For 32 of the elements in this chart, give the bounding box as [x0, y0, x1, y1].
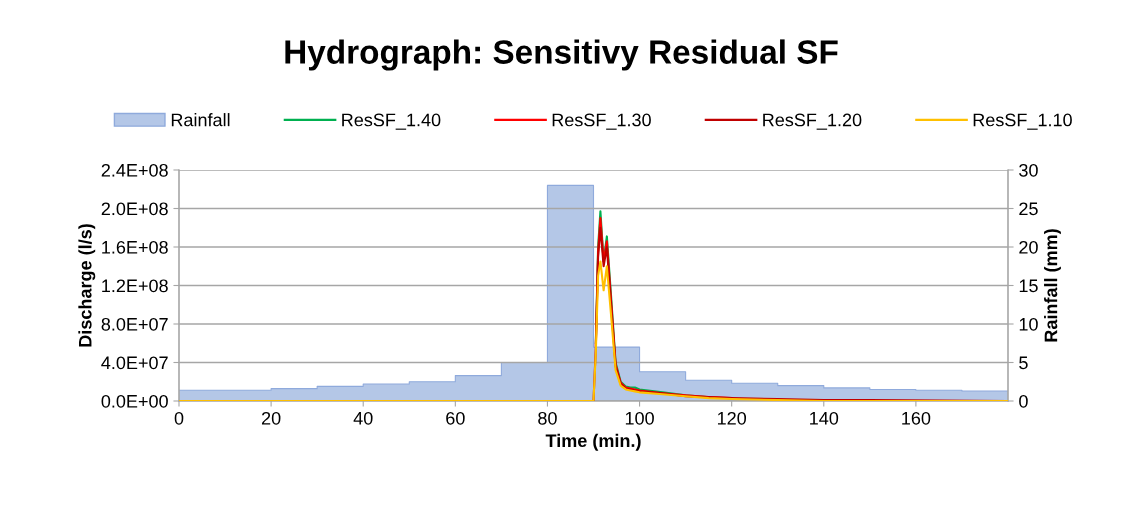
- x-axis-title: Time (min.): [545, 433, 641, 451]
- y2-tick-label: 25: [1019, 202, 1038, 216]
- y-tick-label: 4.0E+07: [101, 356, 168, 370]
- y2-tick-label: 5: [1019, 356, 1028, 370]
- x-tick-label: 20: [261, 411, 281, 425]
- legend-label: ResSF_1.20: [763, 113, 862, 130]
- legend-label: Rainfall: [171, 113, 230, 127]
- legend-label: ResSF_1.10: [973, 113, 1072, 130]
- x-tick-label: 40: [353, 411, 373, 425]
- y-tick-label: 1.6E+08: [102, 240, 168, 254]
- x-tick-label: 0: [174, 411, 184, 425]
- y-tick-label: 1.2E+08: [102, 279, 168, 293]
- x-tick-label: 140: [810, 411, 839, 425]
- x-tick-label: 80: [538, 411, 557, 425]
- x-tick-label: 120: [717, 411, 747, 425]
- legend-label: ResSF_1.30: [552, 113, 651, 130]
- chart-title: Hydrograph: Sensitivy Residual SF: [285, 39, 838, 71]
- y-tick-label: 2.4E+08: [101, 163, 168, 177]
- x-tick-label: 160: [902, 411, 931, 425]
- y2-tick-label: 10: [1019, 317, 1038, 331]
- y2-tick-label: 0: [1019, 394, 1028, 408]
- y2-tick-label: 15: [1019, 279, 1038, 293]
- y2-axis-title: Rainfall (mm): [1044, 229, 1061, 342]
- x-tick-label: 60: [446, 411, 465, 425]
- x-tick-label: 100: [625, 411, 654, 425]
- y-tick-label: 8.0E+07: [101, 317, 168, 331]
- y2-tick-label: 20: [1019, 240, 1038, 254]
- legend-label: ResSF_1.40: [342, 113, 441, 130]
- y-tick-label: 0.0E+00: [101, 394, 168, 408]
- y-axis-title: Discharge (l/s): [78, 224, 96, 347]
- y2-tick-label: 30: [1019, 163, 1038, 177]
- y-tick-label: 2.0E+08: [101, 202, 168, 216]
